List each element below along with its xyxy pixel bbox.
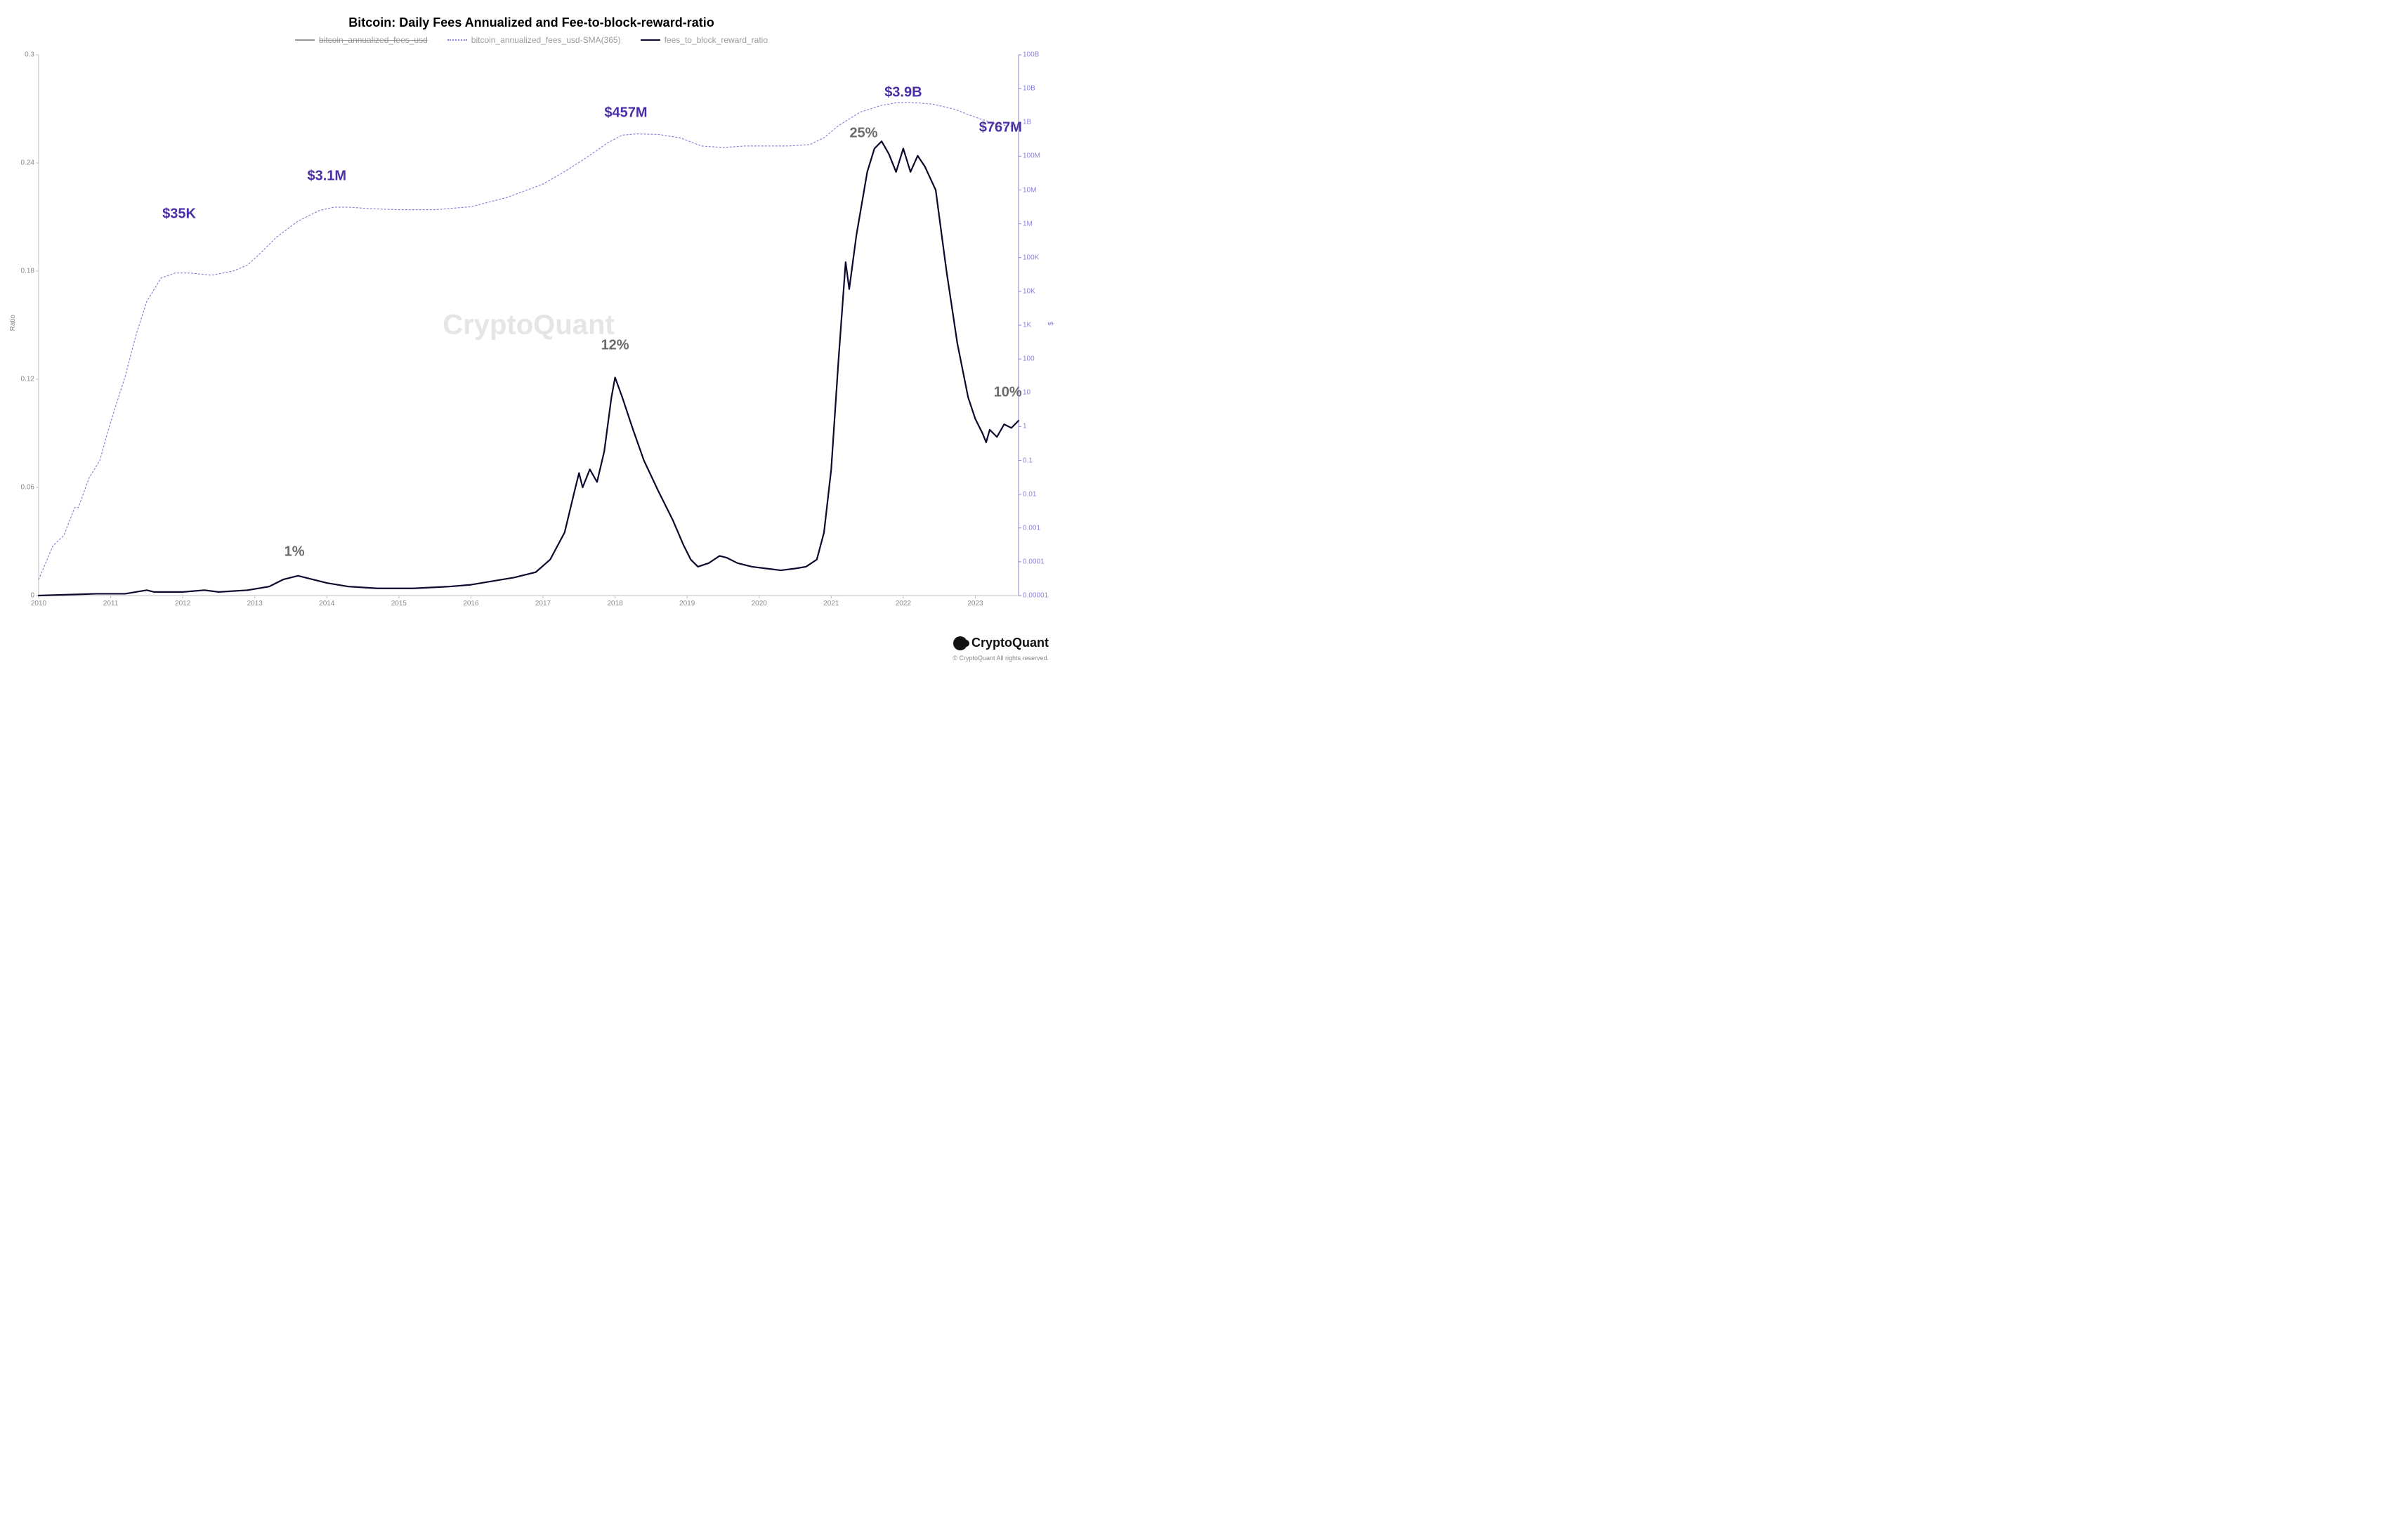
legend-swatch xyxy=(295,39,315,41)
chart-title: Bitcoin: Daily Fees Annualized and Fee-t… xyxy=(0,15,1063,30)
legend-label: bitcoin_annualized_fees_usd-SMA(365) xyxy=(471,35,621,45)
legend-swatch xyxy=(641,39,660,41)
legend-item[interactable]: fees_to_block_reward_ratio xyxy=(641,35,768,45)
legend: bitcoin_annualized_fees_usd bitcoin_annua… xyxy=(0,35,1063,45)
x-tick: 2011 xyxy=(103,596,119,608)
x-tick: 2023 xyxy=(967,596,983,608)
x-tick: 2016 xyxy=(463,596,478,608)
legend-label: bitcoin_annualized_fees_usd xyxy=(319,35,428,45)
y-left-tick: 0.24 xyxy=(21,159,39,167)
y-right-tick: 100K xyxy=(1019,254,1039,261)
y-right-tick: 0.1 xyxy=(1019,457,1033,464)
y-right-tick: 100B xyxy=(1019,51,1039,59)
annotation-label: 1% xyxy=(284,544,305,560)
annotation-label: $35K xyxy=(162,206,196,223)
y-left-tick: 0.3 xyxy=(25,51,39,59)
annotation-label: $457M xyxy=(604,105,647,122)
x-tick: 2014 xyxy=(319,596,334,608)
legend-item[interactable]: bitcoin_annualized_fees_usd xyxy=(295,35,428,45)
y-right-tick: 1K xyxy=(1019,322,1031,329)
y-left-tick: 0.06 xyxy=(21,484,39,492)
brand-text: CryptoQuant xyxy=(971,636,1049,650)
x-tick: 2022 xyxy=(896,596,911,608)
annotation-label: 25% xyxy=(849,125,877,141)
y-right-tick: 10M xyxy=(1019,186,1036,194)
annotation-label: $3.1M xyxy=(307,169,346,185)
annotation-label: 10% xyxy=(994,385,1022,401)
annotation-label: 12% xyxy=(601,338,629,354)
x-tick: 2018 xyxy=(607,596,622,608)
y-right-tick: 0.00001 xyxy=(1019,592,1048,600)
copyright-text: © CryptoQuant All rights reserved. xyxy=(953,655,1049,662)
legend-item[interactable]: bitcoin_annualized_fees_usd-SMA(365) xyxy=(447,35,621,45)
y-right-tick: 100M xyxy=(1019,152,1040,160)
y-left-tick: 0.12 xyxy=(21,376,39,383)
y-left-tick: 0.18 xyxy=(21,268,39,275)
annotation-label: $3.9B xyxy=(884,84,922,100)
y-left-axis-title: Ratio xyxy=(9,315,17,331)
y-right-tick: 0.01 xyxy=(1019,490,1036,498)
legend-label: fees_to_block_reward_ratio xyxy=(665,35,768,45)
x-tick: 2012 xyxy=(175,596,190,608)
x-tick: 2020 xyxy=(752,596,767,608)
x-tick: 2021 xyxy=(823,596,839,608)
chart-container: Bitcoin: Daily Fees Annualized and Fee-t… xyxy=(0,0,1063,670)
y-right-tick: 0.0001 xyxy=(1019,558,1045,565)
y-right-tick: 10B xyxy=(1019,85,1035,93)
y-right-tick: 1 xyxy=(1019,423,1027,431)
x-tick: 2019 xyxy=(679,596,695,608)
annotation-label: $767M xyxy=(979,119,1022,136)
brand-logo: CryptoQuant xyxy=(953,636,1049,650)
legend-swatch xyxy=(447,39,467,41)
y-right-tick: 1M xyxy=(1019,220,1033,228)
y-right-tick: 100 xyxy=(1019,355,1035,363)
y-right-tick: 0.001 xyxy=(1019,524,1040,532)
x-tick: 2013 xyxy=(247,596,263,608)
y-right-axis-title: $ xyxy=(1047,322,1055,326)
y-right-tick: 10K xyxy=(1019,287,1035,295)
plot-area: Ratio $ CryptoQuant 00.060.120.180.240.3… xyxy=(39,55,1019,596)
brand-icon xyxy=(953,636,967,650)
x-tick: 2010 xyxy=(31,596,46,608)
x-tick: 2017 xyxy=(535,596,551,608)
x-tick: 2015 xyxy=(391,596,407,608)
